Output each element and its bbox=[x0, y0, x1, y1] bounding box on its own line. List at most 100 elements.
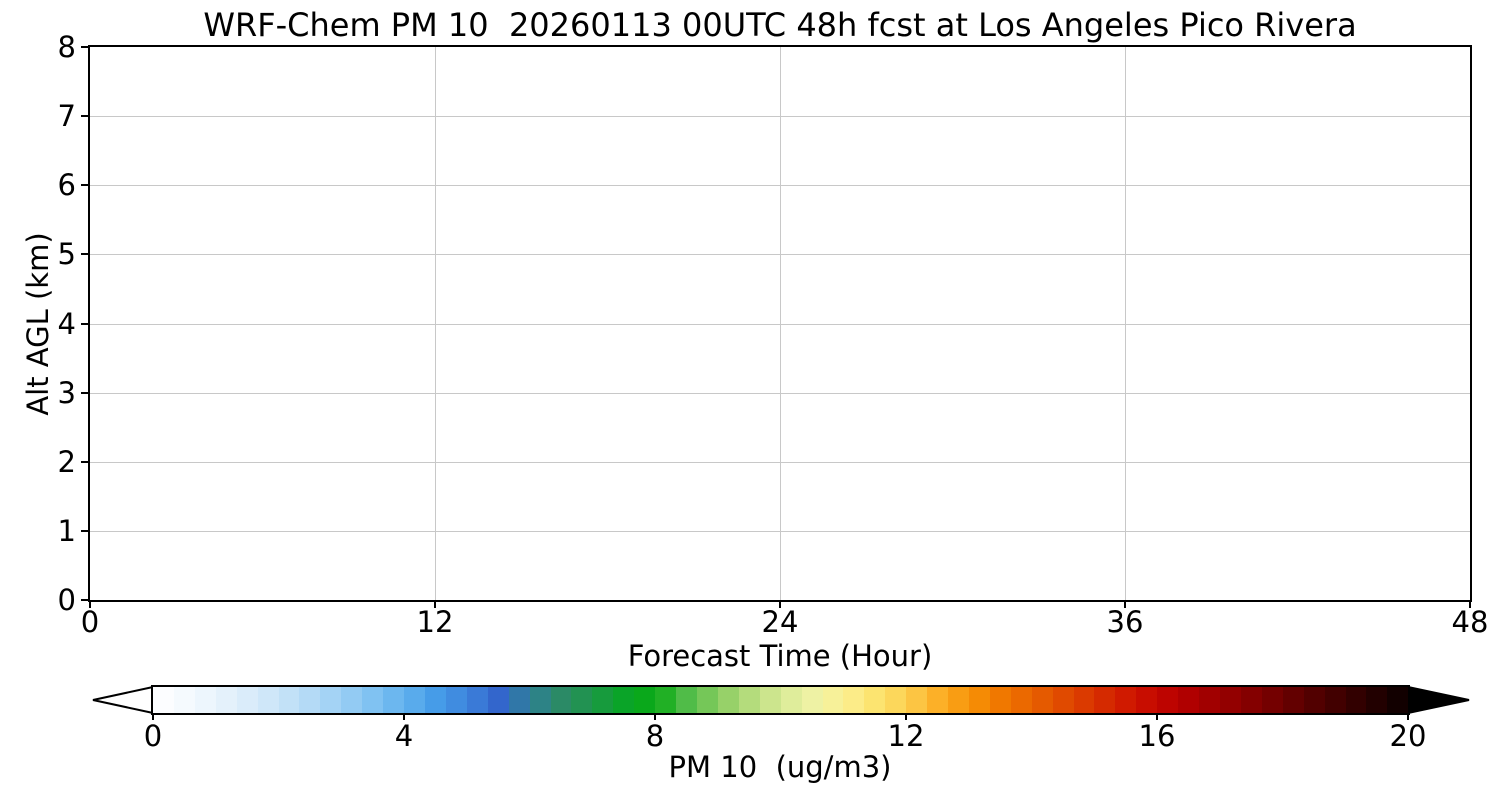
colorbar-segment bbox=[613, 687, 635, 713]
colorbar-extend-over-arrow-icon bbox=[1407, 685, 1470, 715]
x-gridline bbox=[1125, 47, 1126, 600]
colorbar-segment bbox=[424, 687, 446, 713]
colorbar-segment bbox=[1261, 687, 1283, 713]
colorbar-segment bbox=[1366, 687, 1388, 713]
colorbar-tick bbox=[1156, 713, 1158, 720]
colorbar-segment bbox=[1031, 687, 1053, 713]
y-tick-label: 1 bbox=[57, 513, 76, 548]
colorbar-segment bbox=[1010, 687, 1032, 713]
colorbar-tick bbox=[905, 713, 907, 720]
colorbar-segment bbox=[843, 687, 865, 713]
y-tick bbox=[81, 184, 90, 187]
colorbar-tick-label: 16 bbox=[1138, 719, 1176, 753]
colorbar-segment bbox=[592, 687, 614, 713]
colorbar-segment bbox=[215, 687, 237, 713]
colorbar-segment bbox=[1220, 687, 1241, 713]
colorbar-segment bbox=[1052, 687, 1074, 713]
y-tick bbox=[81, 46, 90, 48]
y-tick bbox=[81, 529, 90, 532]
y-tick-label: 4 bbox=[57, 306, 76, 341]
x-gridline bbox=[780, 47, 781, 600]
colorbar-segment bbox=[529, 687, 551, 713]
colorbar-segment bbox=[1199, 687, 1221, 713]
x-tick-label: 0 bbox=[80, 605, 100, 639]
x-tick bbox=[1124, 600, 1126, 608]
colorbar-segment bbox=[550, 687, 572, 713]
colorbar-segment bbox=[257, 687, 279, 713]
colorbar-segment bbox=[1073, 687, 1095, 713]
colorbar-segment bbox=[948, 687, 969, 713]
colorbar-label: PM 10 (ug/m3) bbox=[668, 750, 892, 784]
x-tick bbox=[779, 600, 781, 608]
x-tick-label: 48 bbox=[1451, 605, 1489, 639]
colorbar-segment bbox=[571, 687, 593, 713]
colorbar-segment bbox=[864, 687, 886, 713]
colorbar-segment bbox=[801, 687, 823, 713]
y-tick bbox=[81, 391, 90, 394]
x-tick bbox=[1469, 600, 1471, 608]
colorbar-segment bbox=[278, 687, 300, 713]
colorbar-segment bbox=[445, 687, 467, 713]
colorbar-tick-label: 8 bbox=[645, 719, 665, 753]
colorbar-segment bbox=[1240, 687, 1262, 713]
colorbar-segment bbox=[759, 687, 781, 713]
colorbar-segment bbox=[1387, 687, 1409, 713]
colorbar-tick-label: 12 bbox=[887, 719, 925, 753]
colorbar-segment bbox=[968, 687, 990, 713]
colorbar-segment bbox=[1282, 687, 1304, 713]
y-tick-label: 5 bbox=[57, 237, 76, 272]
colorbar-tick-label: 20 bbox=[1389, 719, 1427, 753]
colorbar-segment bbox=[1115, 687, 1137, 713]
colorbar-segment bbox=[404, 687, 425, 713]
colorbar-segment bbox=[362, 687, 384, 713]
colorbar-segment bbox=[299, 687, 321, 713]
colorbar-extend-under-arrow-icon bbox=[92, 685, 154, 715]
colorbar-tick bbox=[403, 713, 405, 720]
y-tick-label: 8 bbox=[57, 30, 76, 64]
colorbar-tick-label: 4 bbox=[394, 719, 414, 753]
colorbar-segment bbox=[738, 687, 760, 713]
x-tick-label: 12 bbox=[416, 605, 454, 639]
colorbar-segment bbox=[1303, 687, 1325, 713]
colorbar-segment bbox=[1324, 687, 1346, 713]
plot-area bbox=[88, 45, 1472, 602]
colorbar-segment bbox=[885, 687, 907, 713]
colorbar-segment bbox=[989, 687, 1011, 713]
colorbar-segment bbox=[1157, 687, 1179, 713]
y-tick-label: 7 bbox=[57, 99, 76, 134]
y-tick-label: 2 bbox=[57, 444, 76, 479]
colorbar bbox=[151, 685, 1410, 715]
colorbar-segment bbox=[1136, 687, 1158, 713]
colorbar-segment bbox=[508, 687, 530, 713]
y-tick bbox=[81, 322, 90, 325]
colorbar-tick bbox=[152, 713, 154, 720]
y-tick-label: 0 bbox=[57, 583, 76, 617]
grid-layer bbox=[90, 47, 1470, 600]
colorbar-tick-label: 0 bbox=[143, 719, 163, 753]
y-tick bbox=[81, 253, 90, 256]
colorbar-segment bbox=[676, 687, 697, 713]
chart-title: WRF-Chem PM 10 20260113 00UTC 48h fcst a… bbox=[203, 6, 1357, 44]
colorbar-segment bbox=[383, 687, 405, 713]
colorbar-segment bbox=[906, 687, 928, 713]
y-tick-label: 3 bbox=[57, 375, 76, 410]
x-axis-label: Forecast Time (Hour) bbox=[627, 639, 933, 673]
colorbar-segment bbox=[1345, 687, 1367, 713]
x-tick-label: 24 bbox=[761, 605, 799, 639]
colorbar-segment bbox=[655, 687, 677, 713]
y-tick bbox=[81, 599, 90, 601]
x-tick-label: 36 bbox=[1106, 605, 1144, 639]
y-tick bbox=[81, 460, 90, 463]
colorbar-segment bbox=[153, 687, 174, 713]
y-tick bbox=[81, 115, 90, 118]
colorbar-segment bbox=[822, 687, 844, 713]
colorbar-segment bbox=[927, 687, 949, 713]
colorbar-segment bbox=[696, 687, 718, 713]
x-tick bbox=[89, 600, 91, 608]
colorbar-segment bbox=[634, 687, 656, 713]
colorbar-segment bbox=[1178, 687, 1200, 713]
colorbar-segment bbox=[173, 687, 195, 713]
colorbar-segment bbox=[194, 687, 216, 713]
colorbar-tick bbox=[654, 713, 656, 720]
